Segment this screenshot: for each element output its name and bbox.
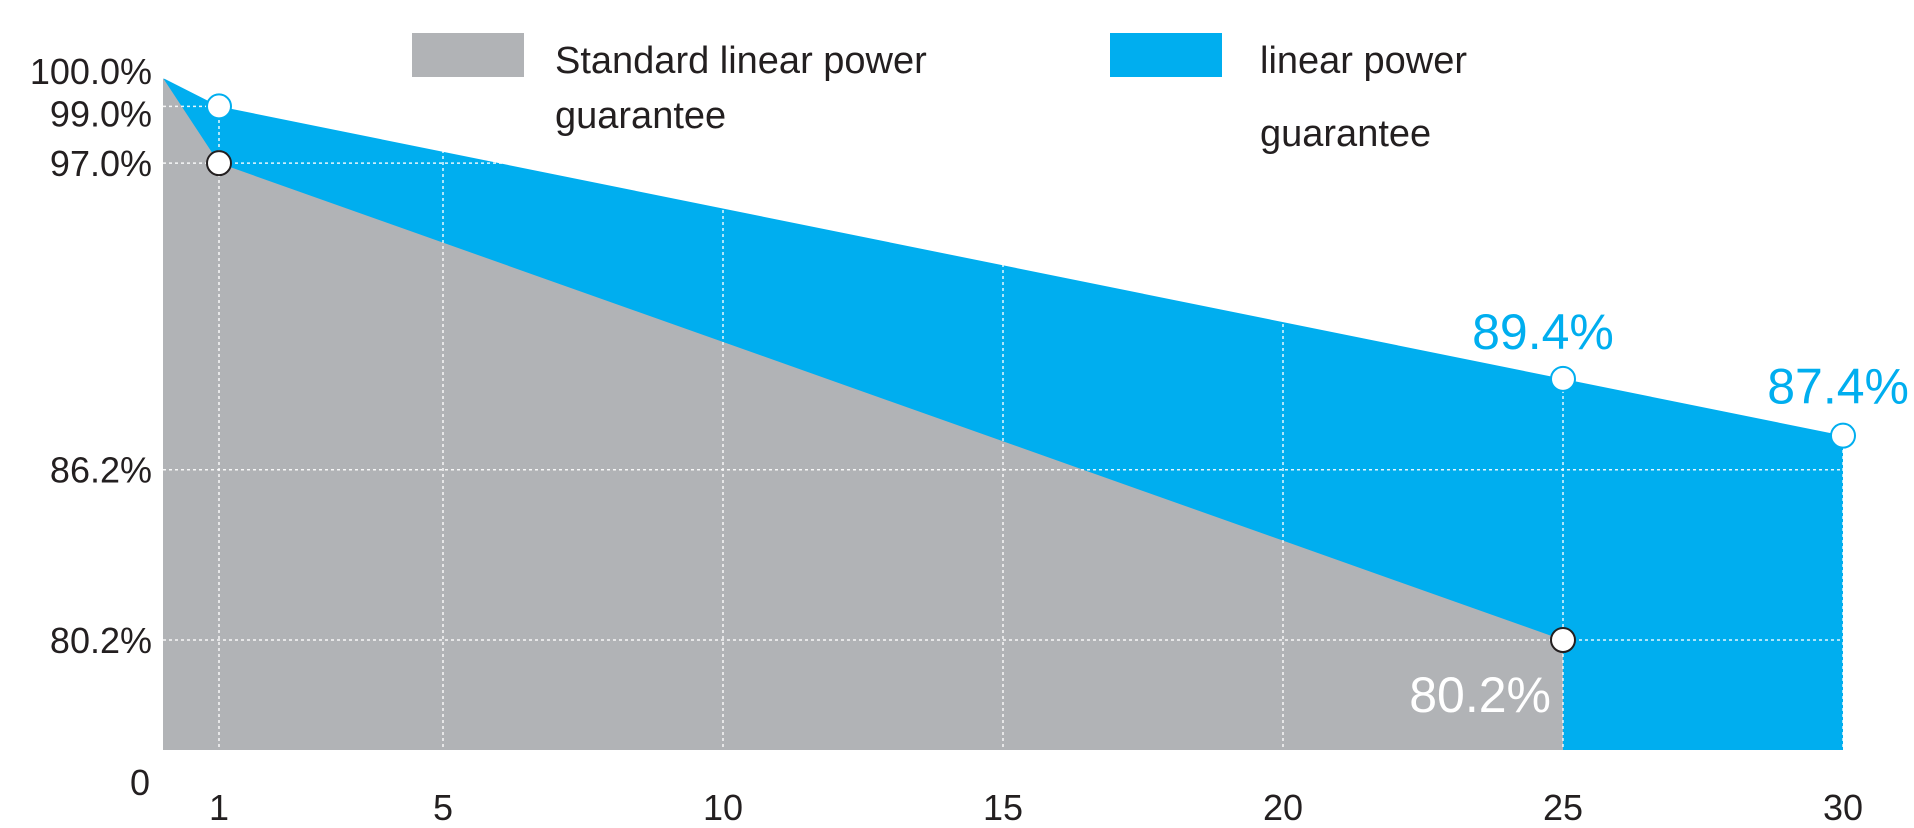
y-tick-label: 99.0%	[50, 93, 152, 134]
data-point-marker	[206, 150, 232, 177]
y-tick-label: 100.0%	[30, 51, 152, 92]
y-tick-label: 80.2%	[50, 620, 152, 661]
x-tick-label: 1	[209, 787, 229, 828]
x-tick-label: 25	[1543, 787, 1583, 828]
data-point-marker	[1550, 627, 1576, 653]
y-tick-label: 86.2%	[50, 450, 152, 491]
legend-swatch	[1110, 33, 1222, 77]
x-axis-ticks: 1 5 10 15 20 25 30	[209, 787, 1863, 828]
data-label: 80.2%	[1409, 667, 1551, 723]
chart-annotations: 89.4% 87.4% 80.2%	[1409, 304, 1909, 723]
data-label: 87.4%	[1767, 359, 1909, 415]
x-tick-label: 10	[703, 787, 743, 828]
chart-markers	[206, 93, 1856, 653]
legend-label: guarantee	[1260, 113, 1431, 155]
x-tick-label: 20	[1263, 787, 1303, 828]
legend-label: guarantee	[555, 95, 726, 137]
y-axis-ticks: 100.0%99.0% 97.0% 86.2% 80.2% 0	[30, 51, 152, 803]
data-label: 89.4%	[1472, 304, 1614, 360]
data-point-marker	[206, 93, 232, 120]
x-tick-label: 30	[1823, 787, 1863, 828]
legend-label: linear power	[1260, 40, 1467, 82]
x-tick-label: 15	[983, 787, 1023, 828]
chart-legend: Standard linear power guarantee linear pow…	[412, 33, 1467, 155]
x-tick-label: 5	[433, 787, 453, 828]
series-area-standard-linear-power-guarantee	[163, 78, 1563, 750]
y-tick-label: 97.0%	[50, 143, 152, 184]
y-origin-label: 0	[130, 762, 150, 803]
legend-swatch	[412, 33, 524, 77]
legend-label: Standard linear power	[555, 40, 927, 82]
data-point-marker	[1830, 422, 1856, 449]
data-point-marker	[1550, 365, 1576, 392]
